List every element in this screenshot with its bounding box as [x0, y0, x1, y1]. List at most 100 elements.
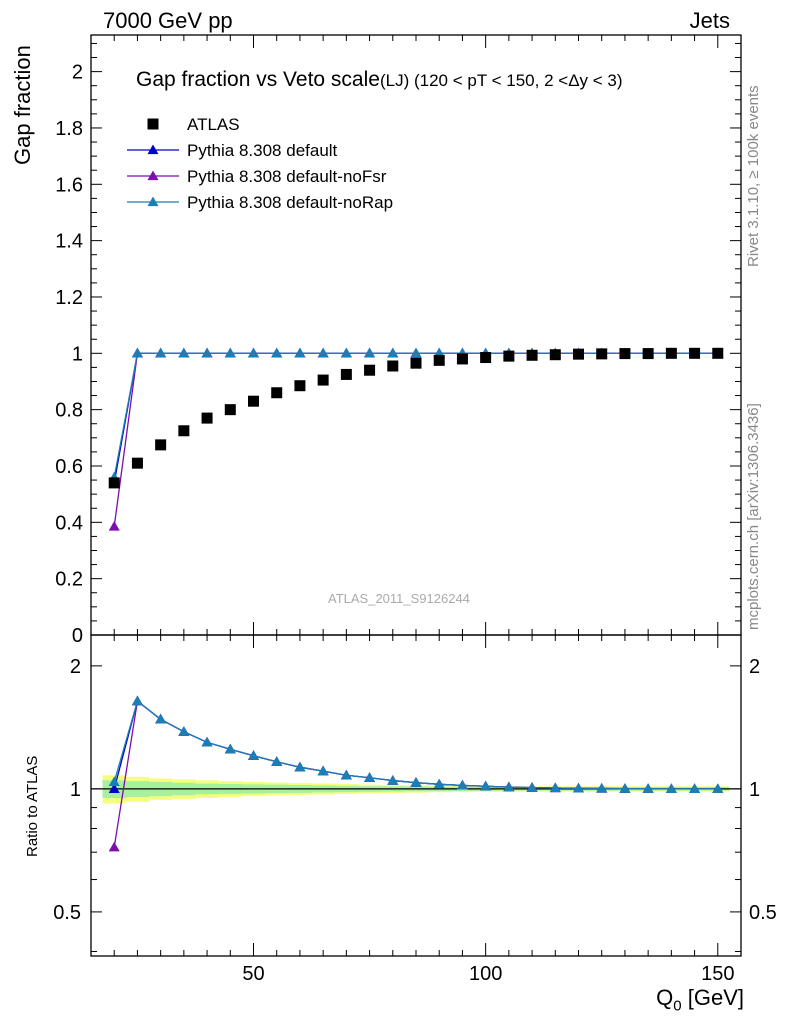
- point-atlas: [619, 348, 631, 360]
- ratio-point-pythia-8-308-default-norap: [526, 782, 538, 792]
- ratio-y-tick-label-right: 0.5: [749, 902, 777, 924]
- point-pythia-8-308-default-norap: [410, 347, 422, 358]
- point-atlas: [642, 348, 654, 360]
- point-atlas: [503, 350, 515, 362]
- point-atlas: [294, 380, 306, 392]
- ratio-point-pythia-8-308-default-norap: [131, 695, 143, 706]
- ratio-line-pythia-8-308-default-nofsr: [113, 699, 718, 848]
- point-pythia-8-308-default-norap: [364, 347, 376, 358]
- ratio-y-tick-label-right: 1: [749, 779, 760, 801]
- ratio-point-pythia-8-308-default-norap: [573, 782, 584, 793]
- ratio-point-pythia-8-308-default-norap: [689, 783, 701, 794]
- ratio-point-pythia-8-308-default-norap: [364, 772, 376, 782]
- x-axis-title-sub: 0: [673, 997, 682, 1015]
- point-atlas: [549, 349, 561, 361]
- main-y-tick-label: 0.2: [55, 569, 83, 591]
- point-pythia-8-308-default-norap: [248, 347, 259, 358]
- main-y-tick-label: 1.6: [55, 174, 83, 196]
- point-atlas: [712, 347, 724, 359]
- mcplots-reference-label: mcplots.cern.ch [arXiv:1306.3436]: [745, 403, 762, 630]
- ratio-y-tick-label: 2: [70, 656, 81, 678]
- point-atlas: [108, 477, 120, 489]
- main-y-tick-label: 0.6: [55, 456, 83, 478]
- point-atlas: [665, 347, 677, 359]
- ratio-point-pythia-8-308-default-norap: [619, 783, 631, 793]
- beam-label: 7000 GeV pp: [103, 8, 233, 33]
- point-pythia-8-308-default-norap: [131, 347, 143, 358]
- ratio-point-pythia-8-308-default-norap: [224, 743, 236, 754]
- analysis-watermark: ATLAS_2011_S9126244: [328, 591, 470, 606]
- main-y-tick-label: 0: [72, 625, 83, 647]
- point-pythia-8-308-default-norap: [201, 347, 213, 358]
- point-atlas: [224, 404, 236, 416]
- ratio-point-pythia-8-308-default-norap: [410, 777, 422, 787]
- ratio-point-pythia-8-308-default-norap: [456, 779, 468, 790]
- ratio-y-tick-label-right: 2: [749, 656, 760, 678]
- ratio-y-tick-label: 0.5: [53, 902, 81, 924]
- x-axis-title: Q0 [GeV]: [656, 985, 744, 1014]
- point-atlas: [387, 360, 399, 372]
- point-pythia-8-308-default-nofsr: [108, 521, 120, 531]
- point-atlas: [155, 439, 167, 451]
- line-pythia-8-308-default-nofsr: [113, 352, 718, 527]
- point-pythia-8-308-default-norap: [178, 347, 190, 358]
- x-tick-label: 150: [701, 963, 734, 985]
- ratio-point-pythia-8-308-default-norap: [271, 756, 283, 766]
- x-tick-label: 100: [469, 963, 502, 985]
- legend-marker-pythia-8-308-default-nofsr: [147, 170, 159, 181]
- ratio-point-pythia-8-308-default-nofsr: [108, 841, 120, 852]
- x-axis-title-main: Q: [656, 985, 674, 1010]
- ratio-point-pythia-8-308-default-norap: [503, 781, 515, 792]
- ratio-point-pythia-8-308-default-norap: [178, 726, 190, 736]
- ratio-point-pythia-8-308-default-norap: [155, 713, 167, 724]
- x-axis-title-unit: [GeV]: [681, 985, 744, 1010]
- main-y-tick-label: 1.2: [55, 287, 83, 309]
- point-atlas: [526, 349, 538, 361]
- point-atlas: [364, 364, 376, 376]
- ratio-y-axis-title: Ratio to ATLAS: [24, 755, 41, 857]
- ratio-point-pythia-8-308-default-norap: [665, 783, 677, 794]
- ratio-point-pythia-8-308-default-norap: [549, 782, 561, 793]
- point-atlas: [689, 347, 701, 359]
- main-y-tick-label: 1: [72, 343, 83, 365]
- ratio-point-pythia-8-308-default-norap: [340, 769, 352, 780]
- main-y-tick-label: 1.8: [55, 118, 83, 140]
- main-y-tick-label: 0.4: [55, 512, 83, 534]
- legend-label-pythia-8-308-default-nofsr: Pythia 8.308 default-noFsr: [187, 167, 387, 186]
- main-y-tick-label: 2: [72, 62, 83, 84]
- main-y-tick-label: 0.8: [55, 400, 83, 422]
- x-tick-label: 50: [242, 963, 264, 985]
- point-atlas: [573, 348, 584, 360]
- point-atlas: [410, 357, 422, 369]
- ratio-point-pythia-8-308-default-norap: [596, 783, 608, 793]
- ratio-point-pythia-8-308-default-norap: [201, 736, 213, 747]
- ratio-point-pythia-8-308-default-norap: [642, 783, 654, 793]
- plot-title-cuts: (LJ) (120 < pT < 150, 2 <Δy < 3): [379, 71, 623, 90]
- point-atlas: [340, 368, 352, 380]
- point-atlas: [271, 387, 283, 399]
- legend-label-pythia-8-308-default: Pythia 8.308 default: [187, 141, 338, 160]
- point-atlas: [456, 353, 468, 365]
- point-pythia-8-308-default-norap: [387, 347, 399, 358]
- ratio-point-pythia-8-308-default-norap: [317, 765, 329, 776]
- ratio-point-pythia-8-308-default-norap: [433, 778, 445, 789]
- point-atlas: [317, 374, 329, 386]
- point-atlas: [201, 412, 213, 424]
- process-label: Jets: [689, 8, 730, 33]
- point-pythia-8-308-default-norap: [224, 347, 236, 358]
- ratio-point-pythia-8-308-default-norap: [480, 780, 492, 791]
- legend-label-atlas: ATLAS: [187, 115, 240, 134]
- rivet-version-label: Rivet 3.1.10, ≥ 100k events: [745, 85, 762, 267]
- point-pythia-8-308-default-norap: [340, 347, 352, 358]
- legend-label-pythia-8-308-default-norap: Pythia 8.308 default-noRap: [187, 193, 393, 212]
- ratio-point-pythia-8-308-default-norap: [712, 783, 724, 794]
- point-atlas: [433, 354, 445, 366]
- ratio-point-pythia-8-308-default-norap: [248, 750, 259, 760]
- point-pythia-8-308-default-norap: [271, 347, 283, 358]
- point-pythia-8-308-default-norap: [155, 347, 167, 358]
- legend-marker-pythia-8-308-default: [147, 144, 159, 155]
- legend-marker-atlas: [147, 118, 159, 130]
- legend-marker-pythia-8-308-default-norap: [147, 196, 159, 207]
- y-axis-title: Gap fraction: [10, 45, 35, 165]
